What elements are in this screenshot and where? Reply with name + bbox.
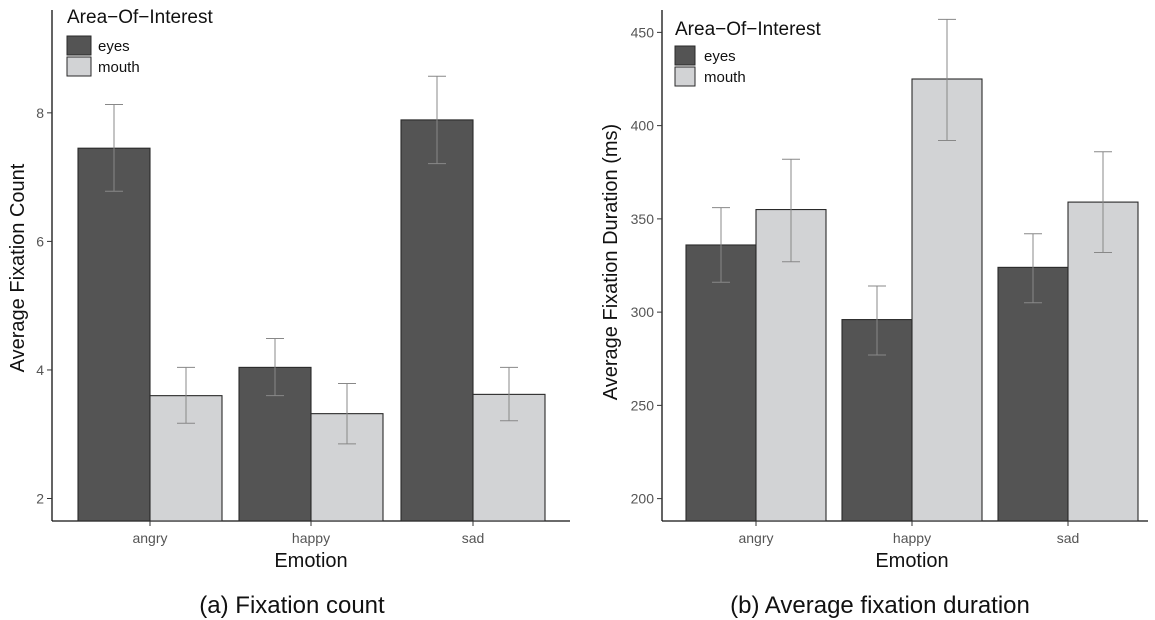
x-tick-label: sad <box>1057 530 1080 546</box>
y-tick-label: 300 <box>631 304 655 320</box>
y-tick-label: 6 <box>36 233 44 249</box>
legend-swatch-eyes <box>66 35 92 56</box>
error-bar-eyes-angry <box>712 207 730 283</box>
error-bar-eyes-happy <box>868 285 886 356</box>
legend-swatch-eyes <box>674 45 696 66</box>
y-tick-label: 450 <box>631 24 655 40</box>
error-bar-mouth-happy <box>938 18 956 142</box>
error-bar-mouth-angry <box>782 158 800 263</box>
error-bar-mouth-sad <box>1094 151 1112 253</box>
legend-label-mouth: mouth <box>98 59 140 76</box>
y-tick-label: 200 <box>631 491 655 507</box>
figure-caption: (b) Average fixation duration <box>730 592 1030 619</box>
legend-label-eyes: eyes <box>704 48 736 65</box>
x-axis-title: Emotion <box>274 550 347 572</box>
y-tick-label: 250 <box>631 397 655 413</box>
error-bar-eyes-angry <box>105 103 123 192</box>
legend-label-eyes: eyes <box>98 38 130 55</box>
x-tick-label: angry <box>738 530 773 546</box>
legend: Area−Of−Interest eyes mouth <box>674 19 821 87</box>
bar-eyes-angry <box>77 147 151 522</box>
error-bar-mouth-happy <box>338 382 356 445</box>
error-bar-mouth-angry <box>177 366 195 424</box>
chart-panel-1: 2 4 6 8 angry happy sad Emotion Average Fixation… <box>7 7 570 619</box>
y-tick-label: 2 <box>36 491 44 507</box>
y-tick-label: 8 <box>36 105 44 121</box>
bar-mouth-happy <box>911 78 983 522</box>
x-tick-label: happy <box>893 530 931 546</box>
y-tick-label: 4 <box>36 362 44 378</box>
error-bar-eyes-happy <box>266 337 284 397</box>
bar-eyes-angry <box>685 244 757 522</box>
bar-mouth-sad <box>1067 201 1139 522</box>
y-tick-label: 350 <box>631 211 655 227</box>
error-bar-mouth-sad <box>500 366 518 422</box>
chart-panel-2: 200 250 300 350 400 450 angry happy sad Emotion Av… <box>600 10 1148 619</box>
error-bar-eyes-sad <box>428 75 446 165</box>
x-tick-label: happy <box>292 530 330 546</box>
error-bar-eyes-sad <box>1024 233 1042 304</box>
legend-title: Area−Of−Interest <box>675 19 821 40</box>
legend-title: Area−Of−Interest <box>67 7 213 28</box>
legend-swatch-mouth <box>66 56 92 77</box>
y-axis-title: Average Fixation Count <box>7 163 29 372</box>
legend-label-mouth: mouth <box>704 69 746 86</box>
x-tick-label: sad <box>462 530 485 546</box>
x-tick-label: angry <box>132 530 167 546</box>
bar-mouth-happy <box>310 413 384 522</box>
legend: Area−Of−Interest eyes mouth <box>66 7 213 77</box>
y-axis-title: Average Fixation Duration (ms) <box>600 124 622 400</box>
figure-caption: (a) Fixation count <box>199 592 385 619</box>
bar-eyes-sad <box>997 266 1069 522</box>
x-axis-title: Emotion <box>875 550 948 572</box>
y-tick-label: 400 <box>631 118 655 134</box>
bar-eyes-sad <box>400 119 474 522</box>
legend-swatch-mouth <box>674 66 696 87</box>
